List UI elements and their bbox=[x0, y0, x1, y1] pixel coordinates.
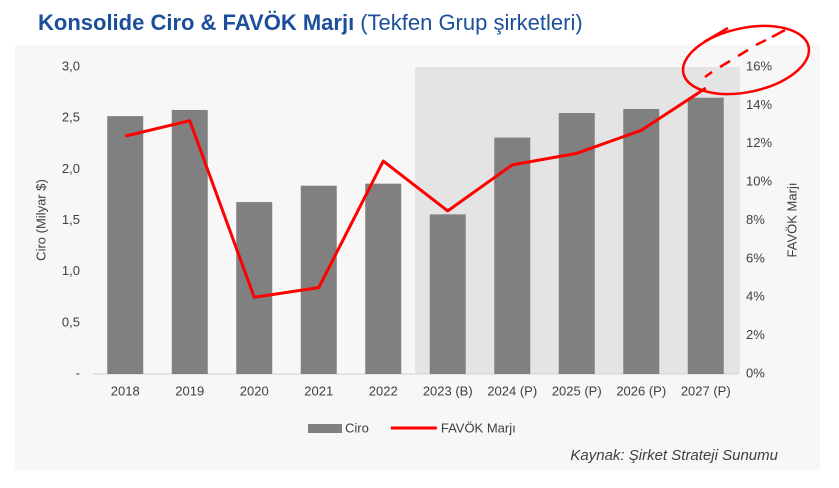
bar bbox=[107, 116, 144, 375]
y-tick-label: - bbox=[76, 365, 80, 380]
chart-subtitle: (Tekfen Grup şirketleri) bbox=[360, 10, 583, 35]
y2-axis-label: FAVÖK Marjı bbox=[784, 183, 799, 258]
line bbox=[124, 86, 707, 299]
y2-tick-label: 8% bbox=[746, 212, 765, 227]
y2-tick-label: 4% bbox=[746, 289, 765, 304]
x-tick-label: 2018 bbox=[111, 383, 140, 398]
y-tick-label: 1,5 bbox=[62, 212, 80, 227]
x-tick-label: 2025 (P) bbox=[552, 383, 602, 398]
x-tick-label: 2027 (P) bbox=[681, 383, 731, 398]
chart-title: Konsolide Ciro & FAVÖK Marjı bbox=[38, 10, 354, 35]
legend-label: FAVÖK Marjı bbox=[441, 420, 516, 435]
y-tick-label: 2,0 bbox=[62, 161, 80, 176]
y-tick-label: 2,5 bbox=[62, 110, 80, 125]
y2-tick-label: 14% bbox=[746, 97, 772, 112]
title-group: Konsolide Ciro & FAVÖK Marjı (Tekfen Grup… bbox=[38, 10, 583, 35]
highlight-circle bbox=[681, 24, 811, 96]
y-tick-label: 1,0 bbox=[62, 263, 80, 278]
bar bbox=[429, 214, 466, 374]
legend-label: Ciro bbox=[345, 420, 369, 435]
highlight-stroke bbox=[703, 26, 729, 44]
y2-tick-label: 0% bbox=[746, 365, 765, 380]
y2-tick-label: 2% bbox=[746, 327, 765, 342]
bar bbox=[623, 108, 660, 374]
x-tick-label: 2019 bbox=[175, 383, 204, 398]
y2-tick-label: 12% bbox=[746, 135, 772, 150]
x-tick-label: 2021 bbox=[304, 383, 333, 398]
y2-tick-label: 10% bbox=[746, 174, 772, 189]
marks: - 0,5 1,0 1,5 2,0 2,5 3,0 0% 2% 4% 6% 8% 10% 12% 14% 16… bbox=[62, 58, 773, 398]
x-tick-label: 2022 bbox=[369, 383, 398, 398]
bar bbox=[365, 183, 402, 374]
source-note: Kaynak: Şirket Strateji Sunumu bbox=[570, 447, 778, 464]
x-tick-label: 2024 (P) bbox=[487, 383, 537, 398]
bar bbox=[687, 97, 724, 374]
bar bbox=[236, 202, 273, 374]
y2-tick-label: 16% bbox=[746, 58, 772, 73]
legend-swatch bbox=[308, 424, 342, 433]
forecast-dash bbox=[704, 28, 786, 79]
y-tick-label: 0,5 bbox=[62, 314, 80, 329]
y-axis-label: Ciro (Milyar $) bbox=[33, 179, 48, 261]
y-tick-label: 3,0 bbox=[62, 58, 80, 73]
bar bbox=[171, 109, 208, 374]
y2-tick-label: 6% bbox=[746, 250, 765, 265]
x-tick-label: 2026 (P) bbox=[616, 383, 666, 398]
x-tick-label: 2023 (B) bbox=[423, 383, 473, 398]
bar bbox=[494, 137, 531, 374]
x-tick-label: 2020 bbox=[240, 383, 269, 398]
bar bbox=[300, 185, 337, 374]
